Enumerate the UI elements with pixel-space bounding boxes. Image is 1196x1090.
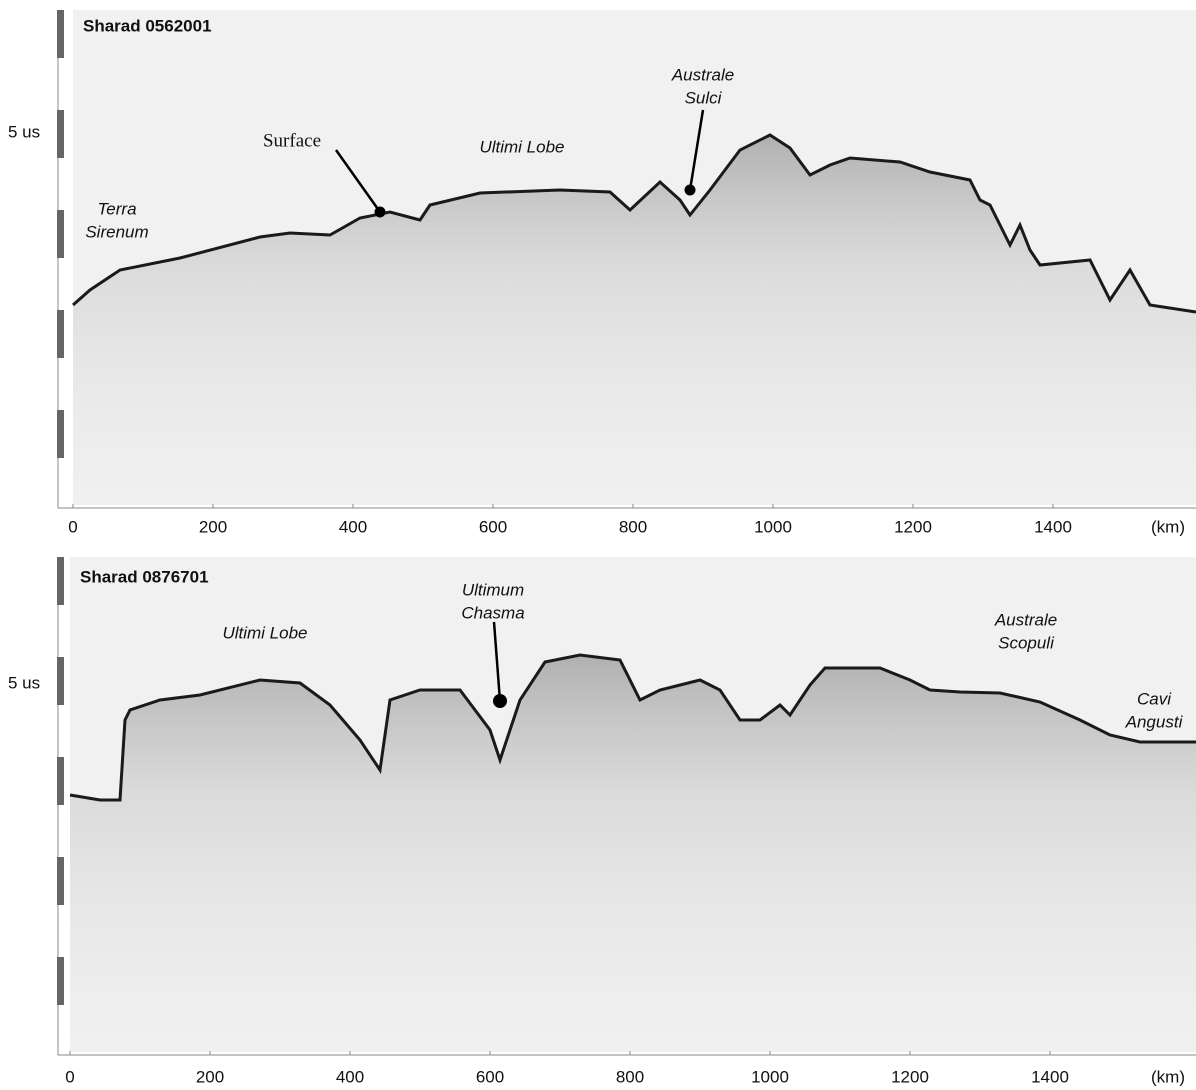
annotation: Surface <box>263 130 321 151</box>
x-tick-label: 200 <box>199 517 227 536</box>
x-tick-label: 600 <box>479 517 507 536</box>
scale-bar <box>57 410 64 458</box>
x-tick-label: 200 <box>196 1067 224 1086</box>
x-tick-label: 1200 <box>894 517 932 536</box>
y-label: 5 us <box>8 673 40 692</box>
panel-title: Sharad 0562001 <box>83 16 212 35</box>
annotation: Sulci <box>685 88 723 107</box>
scale-bar <box>57 557 64 605</box>
annotation-pointer <box>492 621 502 702</box>
panel-title: Sharad 0876701 <box>80 567 209 586</box>
scale-bar <box>57 110 64 158</box>
annotation-pointer <box>688 109 705 191</box>
annotation: Scopuli <box>998 633 1055 652</box>
x-tick-label: 1000 <box>751 1067 789 1086</box>
radargram-panel: 5 us Sharad 0562001 0 200 400 600 800 1000 1200 1… <box>8 10 1196 536</box>
x-tick-label: 1200 <box>891 1067 929 1086</box>
x-tick-label: 0 <box>68 517 77 536</box>
radargram-panel: 5 us Sharad 0876701 0 200 400 600 800 1000 1200 1… <box>8 557 1196 1086</box>
x-tick-label: 1400 <box>1031 1067 1069 1086</box>
x-unit: (km) <box>1151 517 1185 536</box>
scale-bar <box>57 957 64 1005</box>
x-tick-label: 400 <box>339 517 367 536</box>
x-tick-label: 0 <box>65 1067 74 1086</box>
annotation-dot <box>374 206 386 218</box>
annotation-pointer <box>334 149 382 213</box>
subsurface-echo <box>70 655 1196 1052</box>
y-label: 5 us <box>8 122 40 141</box>
x-tick-label: 600 <box>476 1067 504 1086</box>
surface-echo <box>69 653 1196 802</box>
annotation: Australe <box>671 65 734 84</box>
annotation: Chasma <box>461 603 524 622</box>
scale-bar <box>57 857 64 905</box>
x-unit: (km) <box>1151 1067 1185 1086</box>
annotation: Australe <box>994 610 1057 629</box>
x-tick-label: 800 <box>616 1067 644 1086</box>
annotation: Ultimum <box>462 580 524 599</box>
scale-bar <box>57 757 64 805</box>
annotation: Angusti <box>1125 712 1184 731</box>
scale-bar <box>57 210 64 258</box>
x-tick-label: 800 <box>619 517 647 536</box>
x-tick-label: 1400 <box>1034 517 1072 536</box>
scale-bar <box>57 657 64 705</box>
annotation: Terra <box>97 199 136 218</box>
x-tick-label: 1000 <box>754 517 792 536</box>
scale-bar <box>57 10 64 58</box>
annotation: Sirenum <box>85 222 148 241</box>
subsurface-echo <box>73 135 1196 505</box>
annotation: Cavi <box>1137 689 1172 708</box>
annotation: Ultimi Lobe <box>222 623 307 642</box>
surface-echo <box>72 133 1196 314</box>
scale-bar <box>57 310 64 358</box>
annotation: Ultimi Lobe <box>479 137 564 156</box>
annotation-dot <box>684 184 696 196</box>
x-tick-label: 400 <box>336 1067 364 1086</box>
annotation-dot <box>493 694 507 708</box>
